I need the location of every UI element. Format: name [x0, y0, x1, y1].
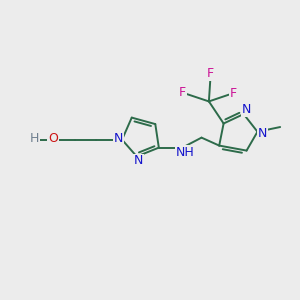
Text: F: F [207, 67, 214, 80]
Text: O: O [48, 132, 58, 145]
Text: F: F [230, 87, 237, 100]
Text: N: N [241, 103, 251, 116]
Text: N: N [134, 154, 143, 167]
Text: NH: NH [176, 146, 194, 159]
Text: H: H [30, 132, 39, 145]
Text: N: N [114, 132, 123, 145]
Text: F: F [179, 86, 186, 99]
Text: N: N [258, 127, 268, 140]
